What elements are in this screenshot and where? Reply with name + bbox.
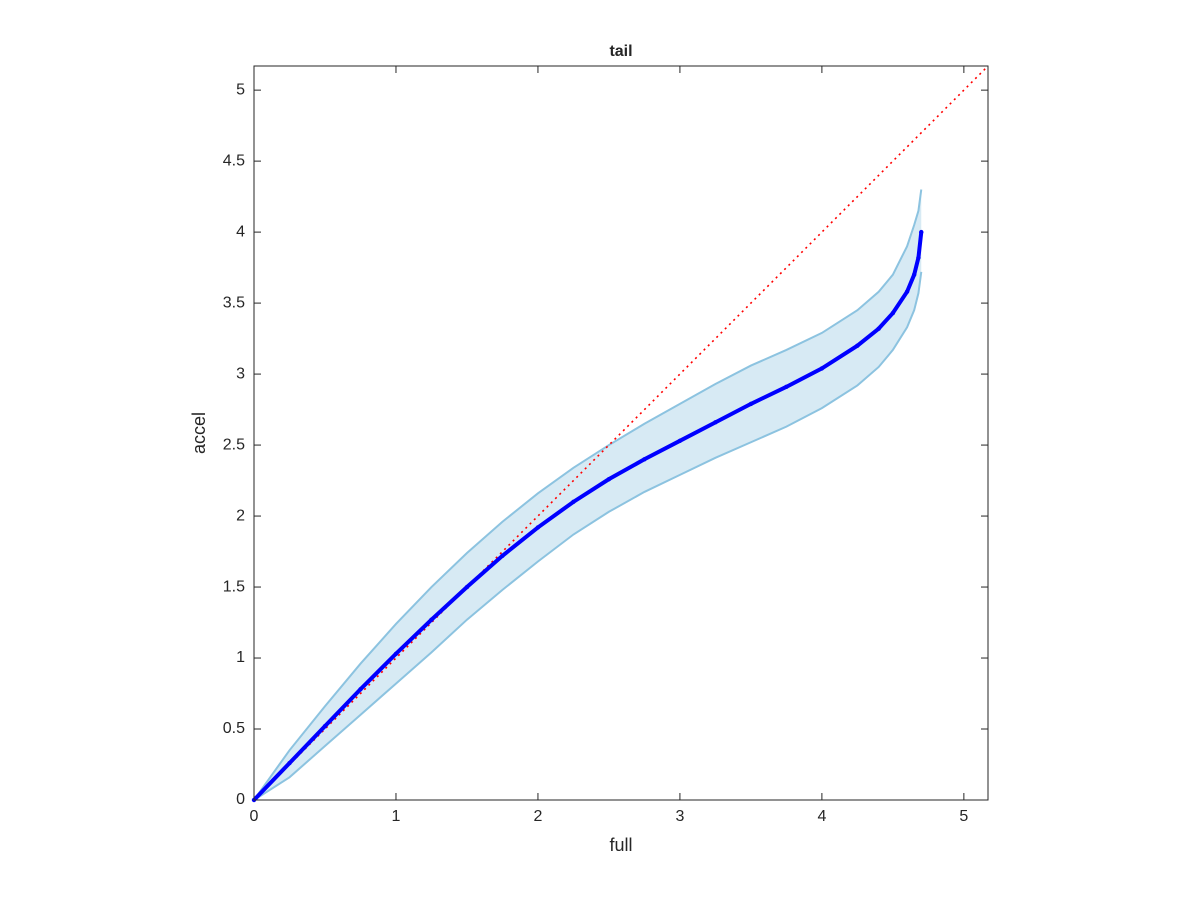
point [876,326,881,331]
x-tick-label: 5 [959,808,968,825]
point [571,499,576,505]
point [429,617,434,622]
point [606,476,612,482]
point [713,420,718,425]
y-tick-label: 5 [236,81,245,98]
x-tick-label: 0 [250,808,259,825]
x-tick-label: 3 [675,808,684,825]
band-lower [253,271,923,801]
point [784,384,789,390]
x-tick-label: 4 [817,808,826,825]
y-tick-label: 1 [236,649,245,666]
point [287,760,292,766]
y-tick-label: 4 [236,223,245,240]
y-tick-label: 0 [236,791,245,808]
point [890,310,896,316]
point [464,584,470,590]
y-tick-label: 0.5 [223,720,245,737]
chart-title: tail [609,43,632,60]
point [855,343,860,348]
point [535,525,541,530]
point [919,229,924,235]
point [322,723,328,729]
axes-box [253,65,989,801]
point [904,289,910,294]
x-tick-label: 2 [533,808,542,825]
point [677,438,683,444]
x-tick-label: 1 [392,808,401,825]
point [500,553,505,559]
point [748,401,754,407]
point [819,366,825,371]
y-tick-label: 4.5 [223,152,245,169]
y-tick-label: 3.5 [223,294,245,311]
y-axis-label: accel [189,412,209,454]
point [642,457,647,462]
point [358,687,363,692]
y-tick-label: 1.5 [223,578,245,595]
y-tick-label: 3 [236,365,245,382]
series-line [252,231,924,802]
y-tick-label: 2 [236,507,245,524]
point [911,272,917,277]
x-axis-label: full [609,835,632,855]
point [393,651,399,656]
band-upper [253,189,923,801]
reference-line [253,65,989,801]
point [916,255,921,260]
y-tick-label: 2.5 [223,436,245,453]
